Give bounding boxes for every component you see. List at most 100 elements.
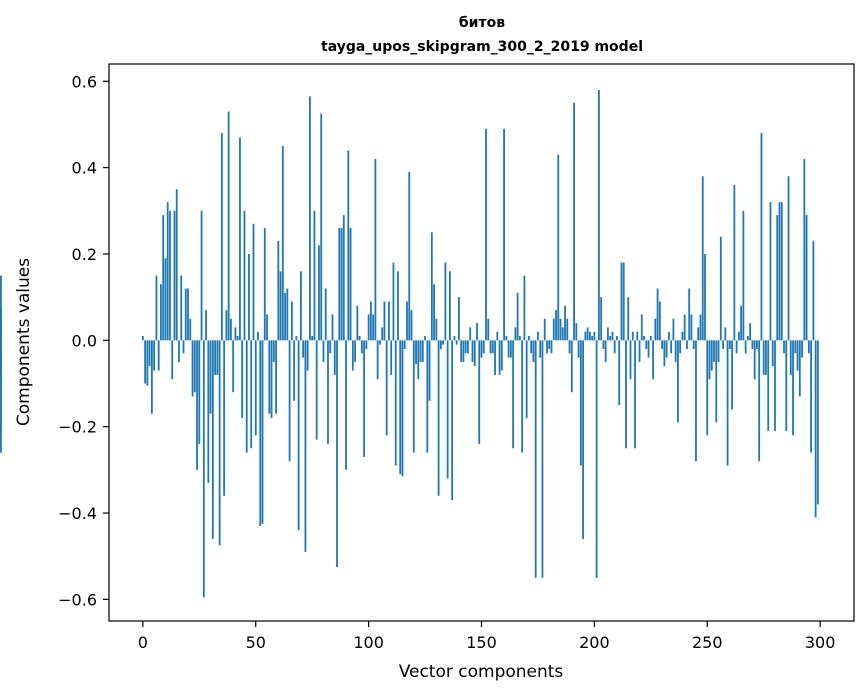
- bar-16: [178, 340, 180, 362]
- bar-220: [638, 340, 641, 362]
- bar-101: [369, 301, 372, 341]
- bar-undefined: [0, 310, 2, 341]
- bar-94: [354, 340, 356, 362]
- bar-130: [435, 318, 438, 341]
- bar-244: [692, 340, 695, 349]
- bar-297: [812, 241, 815, 341]
- bar-247: [699, 314, 702, 341]
- bar-184: [557, 154, 560, 341]
- bar-21: [189, 318, 192, 341]
- bar-81: [324, 288, 327, 341]
- bar-117: [406, 301, 408, 341]
- bar-250: [706, 340, 709, 436]
- bar-177: [541, 340, 544, 578]
- bar-171: [528, 336, 530, 341]
- bar-70: [299, 271, 302, 341]
- bar-108: [385, 340, 388, 436]
- bar-153: [487, 318, 490, 341]
- y-tick-label: 0.4: [72, 159, 97, 178]
- bar-95: [356, 305, 359, 341]
- bar-48: [250, 340, 253, 449]
- bar-57: [270, 340, 273, 419]
- bar-251: [708, 340, 711, 380]
- bar-3: [148, 340, 151, 367]
- bar-162: [507, 340, 510, 358]
- bar-211: [618, 340, 621, 406]
- bar-6: [155, 275, 158, 341]
- bar-118: [408, 171, 411, 341]
- bar-263: [735, 340, 738, 354]
- bar-265: [740, 305, 743, 341]
- bar-293: [803, 158, 806, 341]
- bar-249: [704, 253, 706, 341]
- bar-65: [288, 340, 291, 462]
- bar-99: [365, 340, 368, 349]
- bar-58: [272, 340, 275, 362]
- bar-104: [376, 340, 379, 380]
- bar-44: [241, 340, 244, 419]
- bar-85: [333, 340, 336, 375]
- bar-198: [588, 331, 591, 341]
- bar-208: [611, 331, 614, 341]
- bar-160: [503, 128, 505, 341]
- bar-52: [259, 340, 262, 527]
- bar-43: [239, 137, 241, 341]
- x-tick-label: 50: [246, 633, 266, 652]
- bar-290: [796, 340, 799, 371]
- bars-group: [0, 89, 819, 598]
- bar-286: [787, 176, 790, 341]
- bar-29: [207, 340, 210, 483]
- bar-287: [789, 340, 792, 375]
- bar-120: [412, 340, 415, 453]
- bar-92: [349, 228, 352, 341]
- bar-258: [724, 327, 727, 341]
- bar-107: [383, 301, 386, 341]
- bar-172: [530, 340, 533, 354]
- bar-96: [358, 336, 361, 341]
- bar-283: [780, 202, 783, 341]
- bar-31: [211, 340, 214, 539]
- bar-55: [266, 314, 268, 341]
- bar-241: [686, 340, 688, 349]
- bar-102: [372, 314, 375, 341]
- y-tick-label: 0.0: [72, 331, 97, 350]
- bar-12: [169, 210, 171, 341]
- bar-188: [566, 318, 569, 341]
- bar-257: [722, 340, 724, 349]
- bar-25: [198, 340, 201, 444]
- bar-72: [304, 340, 307, 552]
- bar-194: [579, 340, 582, 466]
- bar-82: [327, 340, 329, 444]
- bar-281: [776, 215, 779, 341]
- y-tick-label: 0.2: [72, 245, 97, 264]
- x-axis-label: Vector components: [399, 662, 564, 682]
- bar-279: [771, 340, 774, 367]
- bar-195: [582, 340, 584, 539]
- bar-135: [446, 340, 449, 479]
- bar-231: [663, 340, 666, 367]
- bar-213: [622, 262, 625, 341]
- bar-4: [150, 340, 153, 414]
- bar-151: [482, 340, 485, 354]
- bar-67: [293, 340, 296, 401]
- bar-2: [146, 340, 149, 386]
- bar-240: [683, 314, 686, 341]
- bar-235: [672, 318, 675, 341]
- bar-98: [363, 340, 366, 457]
- bar-146: [471, 340, 474, 362]
- bar-22: [191, 340, 194, 397]
- bar-158: [498, 340, 501, 375]
- bar-276: [765, 340, 767, 375]
- bar-268: [746, 336, 749, 341]
- bar-136: [448, 271, 451, 341]
- x-tick-label: 150: [466, 633, 497, 652]
- y-tick-label: −0.4: [58, 504, 97, 523]
- bar-192: [575, 323, 578, 341]
- bar-262: [733, 184, 736, 341]
- bar-165: [514, 327, 517, 341]
- y-axis-ticks: −0.6 −0.4 −0.2 0.0 0.2 0.4 0.6: [58, 72, 109, 609]
- bar-88: [340, 228, 343, 341]
- bar-296: [810, 340, 813, 453]
- bar-64: [286, 288, 289, 341]
- bar-205: [604, 340, 607, 362]
